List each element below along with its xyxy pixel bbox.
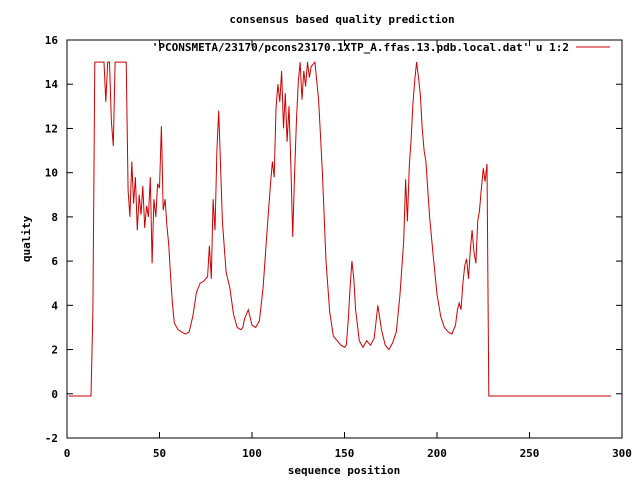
y-axis-label: quality <box>20 215 33 262</box>
y-axis: -2 0 2 4 6 8 10 12 14 16 <box>45 34 622 445</box>
x-tick-label: 200 <box>427 447 447 460</box>
x-tick-label: 150 <box>335 447 355 460</box>
x-axis: 0 50 100 150 200 250 300 <box>64 40 632 460</box>
y-tick-label: 2 <box>51 344 58 357</box>
y-tick-label: 6 <box>51 255 58 268</box>
y-tick-label: 4 <box>51 299 58 312</box>
legend: 'PCONSMETA/23170/pcons23170.1XTP_A.ffas.… <box>152 41 610 54</box>
y-tick-label: 0 <box>51 388 58 401</box>
y-tick-label: 8 <box>51 211 58 224</box>
y-tick-label: 12 <box>45 122 58 135</box>
legend-label: 'PCONSMETA/23170/pcons23170.1XTP_A.ffas.… <box>152 41 569 54</box>
x-tick-label: 0 <box>64 447 71 460</box>
chart-title: consensus based quality prediction <box>229 13 454 26</box>
y-tick-label: -2 <box>45 432 58 445</box>
x-tick-label: 100 <box>242 447 262 460</box>
x-tick-label: 300 <box>612 447 632 460</box>
y-tick-label: 14 <box>45 78 59 91</box>
y-tick-label: 10 <box>45 167 58 180</box>
x-tick-label: 50 <box>153 447 166 460</box>
x-tick-label: 250 <box>520 447 540 460</box>
y-tick-label: 16 <box>45 34 59 47</box>
plot-frame <box>66 39 623 439</box>
series-line <box>68 60 611 397</box>
x-axis-label: sequence position <box>288 464 401 477</box>
